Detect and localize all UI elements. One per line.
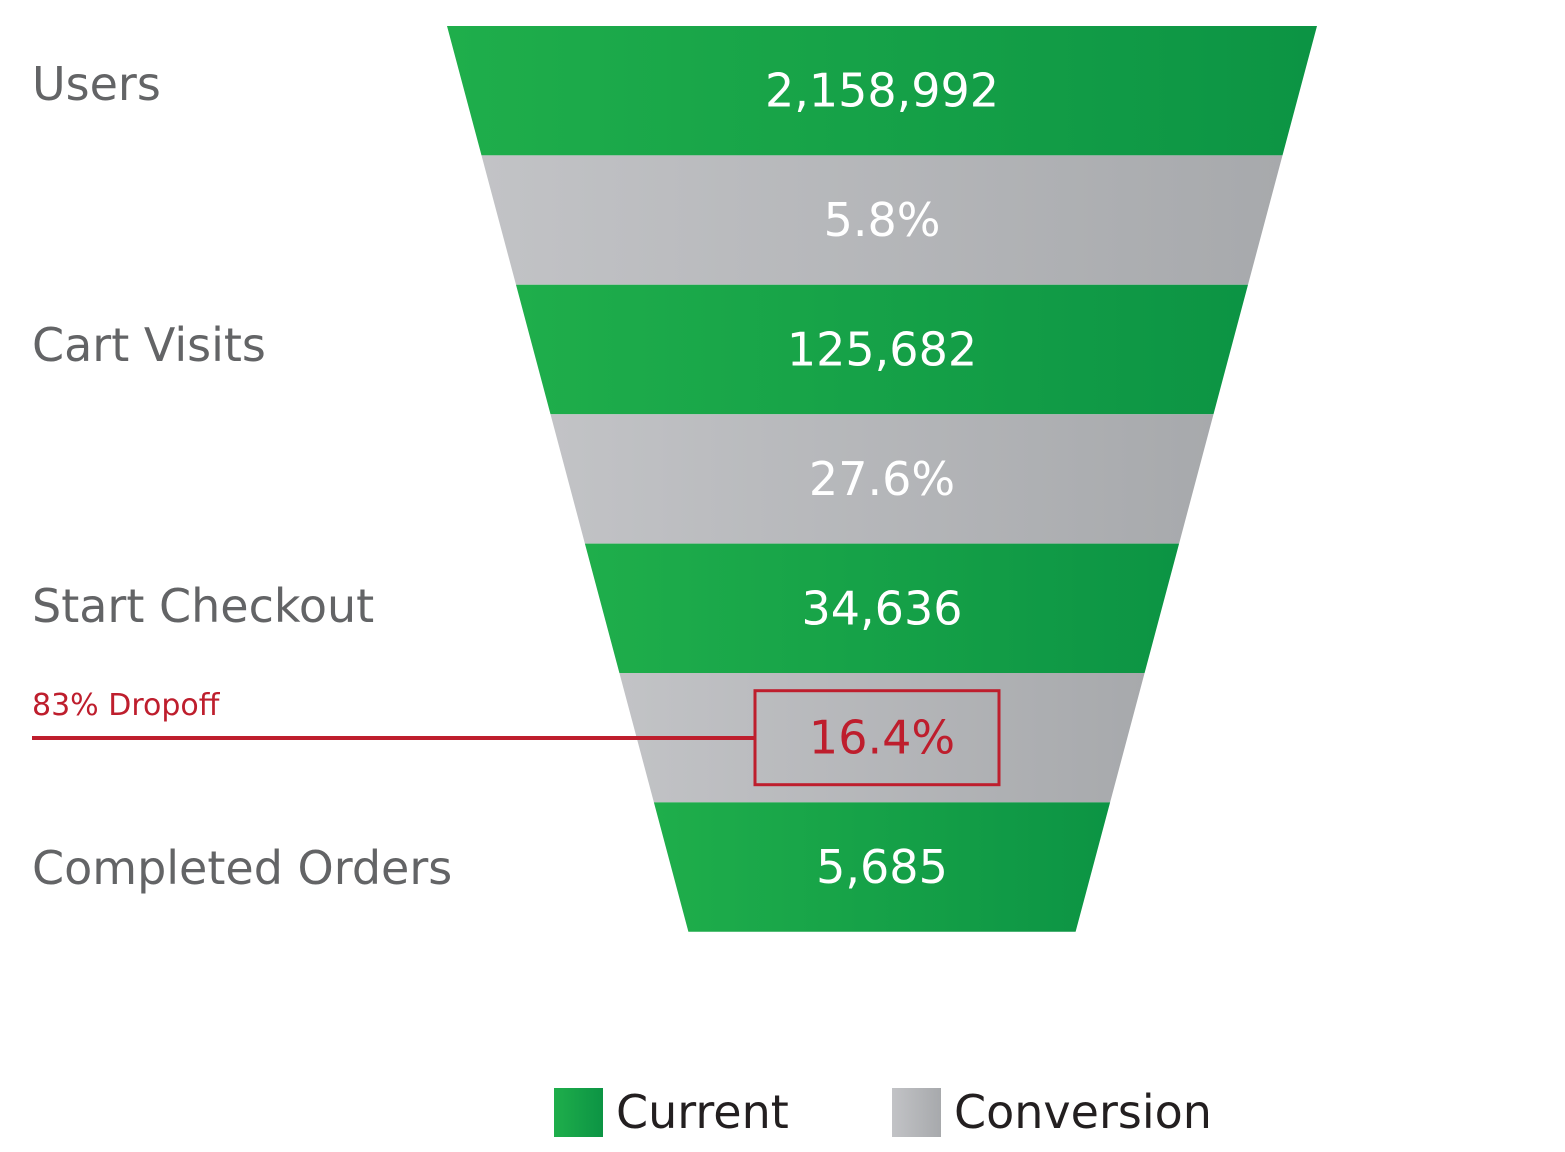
conversion-value-label: 5.8% xyxy=(824,193,941,247)
stage-value-label: 5,685 xyxy=(816,840,948,894)
funnel-band-conversion xyxy=(481,155,1283,285)
funnel-band-current xyxy=(516,284,1248,415)
legend-swatch-conversion xyxy=(892,1088,941,1137)
conversion-value-label: 16.4% xyxy=(809,711,955,765)
highlight-box xyxy=(753,689,1001,787)
legend-label-conversion: Conversion xyxy=(954,1085,1212,1139)
dropoff-label: 83% Dropoff xyxy=(32,688,221,723)
funnel-band-conversion xyxy=(550,414,1214,544)
legend-swatch-current xyxy=(554,1088,603,1137)
stage-value-label: 125,682 xyxy=(787,323,977,377)
stage-label: Completed Orders xyxy=(32,841,452,895)
funnel-band-current xyxy=(447,26,1317,156)
dropoff-annotation: 83% Dropoff xyxy=(32,688,1001,787)
funnel-band-current xyxy=(584,543,1180,673)
funnel-band-current xyxy=(653,802,1111,932)
stage-label: Users xyxy=(32,57,161,111)
legend-label-current: Current xyxy=(616,1085,789,1139)
stage-value-label: 34,636 xyxy=(802,581,963,635)
stage-label: Cart Visits xyxy=(32,318,266,372)
funnel-bands: 2,158,992 5.8% 125,682 27.6% 34,636 16.4% 5,68… xyxy=(447,26,1317,932)
funnel-band-conversion xyxy=(619,673,1145,803)
stage-label: Start Checkout xyxy=(32,579,374,633)
stage-value-label: 2,158,992 xyxy=(765,64,999,118)
conversion-value-label: 27.6% xyxy=(809,452,955,506)
stage-labels: Users Cart Visits Start Checkout Completed … xyxy=(32,57,452,895)
legend: Current Conversion xyxy=(554,1085,1212,1139)
